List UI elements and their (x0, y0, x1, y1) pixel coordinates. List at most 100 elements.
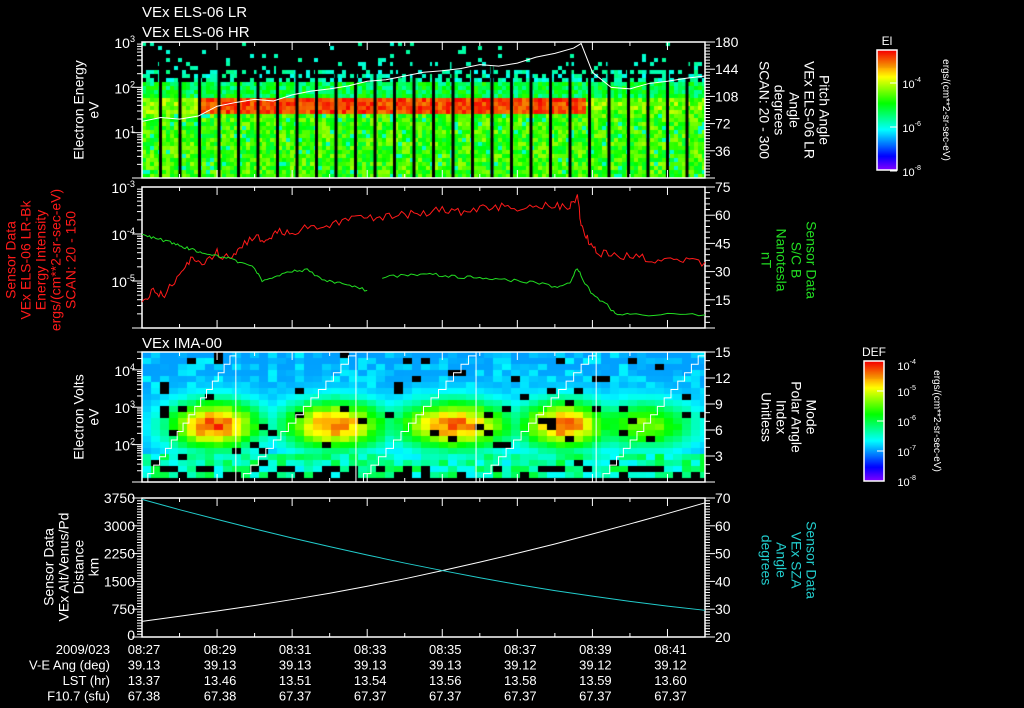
altitude-ylabel-line: Distance (71, 540, 87, 595)
right-tick-label: 6 (715, 422, 723, 438)
altitude-panel-frame (141, 497, 706, 638)
tick-exponent: -8 (915, 164, 921, 172)
tick-exponent: -8 (910, 474, 916, 482)
tick-exponent: -4 (127, 226, 135, 236)
tick-exponent: 4 (130, 362, 135, 372)
row-value: 67.37 (279, 689, 312, 704)
row-label: F10.7 (sfu) (47, 689, 110, 704)
tick-base: 10 (897, 361, 909, 373)
els-right-label-line: Pitch Angle (816, 75, 832, 145)
y-tick-label: 1500 (104, 573, 135, 589)
tick-base: 10 (902, 123, 914, 135)
field-right-label-line: Nanotesla (773, 228, 789, 291)
right-tick-label: 3 (715, 448, 723, 464)
right-tick-label: 75 (715, 179, 731, 195)
right-tick-label: 70 (715, 490, 731, 506)
tick-base: 10 (897, 387, 909, 399)
row-value: 13.46 (204, 673, 237, 688)
tick-exponent: -4 (910, 358, 916, 366)
y-tick-label: 3000 (104, 518, 135, 534)
tick-exponent: -5 (910, 384, 916, 392)
tick-exponent: 1 (130, 125, 135, 135)
def-colorbar-tick-label: 10-7 (897, 444, 916, 459)
row-value: 13.37 (128, 673, 161, 688)
field-right-label-line: Sensor Data (803, 221, 819, 299)
row-value: 13.60 (654, 673, 687, 688)
row-value: 39.13 (354, 658, 387, 673)
right-tick-label: 15 (715, 344, 731, 360)
ima-title: VEx IMA-00 (142, 335, 222, 352)
pitch-angle-line (141, 42, 706, 122)
y-tick-label: 2250 (104, 546, 135, 562)
row-value: 08:29 (204, 642, 237, 657)
right-tick-label: 60 (715, 518, 731, 534)
el-colorbar (877, 50, 897, 170)
def-colorbar-tick-label: 10-6 (897, 414, 916, 429)
intensity-series-line (141, 194, 706, 303)
row-value: 08:33 (354, 642, 387, 657)
ima-right-label-line: Polar Angle (788, 381, 804, 453)
els-right-label-line: degrees (771, 85, 787, 136)
row-label: LST (hr) (63, 673, 110, 688)
right-tick-label: 40 (715, 573, 731, 589)
tick-exponent: -4 (915, 76, 921, 84)
row-label: V-E Ang (deg) (29, 658, 110, 673)
sza-right-label-line: VEx SZA (788, 532, 804, 589)
row-value: 08:39 (579, 642, 612, 657)
right-tick-label: 72 (715, 116, 731, 132)
tick-base: 10 (111, 227, 127, 243)
def-colorbar-title: DEF (862, 345, 886, 359)
el-colorbar-title: El (882, 34, 893, 48)
el-colorbar-tick-label: 10-4 (902, 76, 921, 91)
row-value: 08:27 (128, 642, 161, 657)
y-tick-label: 3750 (104, 490, 135, 506)
ima-ylabel-line: eV (86, 408, 102, 426)
def-colorbar-tick-label: 10-4 (897, 358, 916, 373)
sza-right-label-line: Sensor Data (803, 521, 819, 599)
right-tick-label: 45 (715, 235, 731, 251)
tick-base: 10 (114, 80, 130, 96)
el-colorbar-tick-label: 10-6 (902, 120, 921, 135)
row-value: 39.12 (504, 658, 537, 673)
y-tick-label: 10-3 (111, 179, 135, 196)
field-series-line (382, 268, 706, 317)
intensity-panel-frame (141, 186, 706, 329)
els-right-label-line: VEx ELS-06 LR (801, 61, 817, 159)
el-colorbar-unit: ergs/(cm**2-sr-sec-eV) (940, 59, 951, 161)
row-value: 67.38 (128, 689, 161, 704)
row-value: 39.13 (279, 658, 312, 673)
ima-right-label-line: Unitless (758, 392, 774, 442)
row-value: 13.59 (579, 673, 612, 688)
row-value: 39.13 (429, 658, 462, 673)
row-value: 67.37 (654, 689, 687, 704)
row-value: 67.37 (504, 689, 537, 704)
right-tick-label: 30 (715, 264, 731, 280)
y-tick-label: 103 (114, 399, 135, 416)
tick-exponent: 2 (130, 79, 135, 89)
title-line-1: VEx ELS-06 LR (142, 4, 247, 21)
right-tick-label: 12 (715, 370, 731, 386)
row-value: 13.58 (504, 673, 537, 688)
row-label: 2009/023 (56, 642, 110, 657)
altitude-ylabel-line: Sensor Data (41, 528, 57, 606)
row-value: 08:37 (504, 642, 537, 657)
tick-base: 10 (902, 167, 914, 179)
right-tick-label: 180 (715, 34, 739, 50)
row-value: 67.37 (429, 689, 462, 704)
tick-base: 10 (897, 477, 909, 489)
def-colorbar-tick-label: 10-8 (897, 474, 916, 489)
row-value: 08:31 (279, 642, 312, 657)
right-tick-label: 30 (715, 601, 731, 617)
right-tick-label: 20 (715, 629, 731, 645)
tick-exponent: -6 (915, 120, 921, 128)
field-series-line (141, 233, 368, 292)
sza-right-label-line: Angle (773, 542, 789, 578)
intensity-ylabel-line: Sensor Data (3, 221, 19, 299)
polar-angle-index-line (235, 355, 356, 483)
row-value: 39.13 (128, 658, 161, 673)
def-colorbar-tick-label: 10-5 (897, 384, 916, 399)
y-tick-label: 102 (114, 437, 135, 454)
tick-base: 10 (111, 274, 127, 290)
def-colorbar-unit: ergs/(cm**2-sr-sec-eV) (931, 370, 942, 472)
